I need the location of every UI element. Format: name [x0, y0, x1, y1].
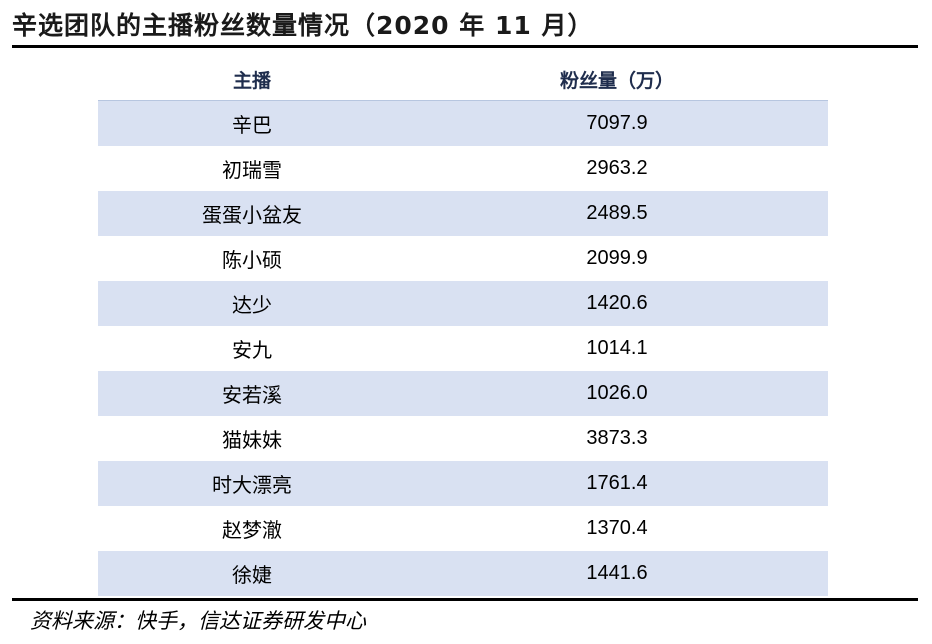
table-row: 辛巴 7097.9	[98, 101, 828, 146]
fans-count: 3873.3	[586, 427, 648, 449]
footer-divider	[12, 598, 918, 601]
table-row: 陈小硕 2099.9	[98, 236, 828, 281]
table-row: 赵梦澈 1370.4	[98, 506, 828, 551]
anchor-name: 达少	[232, 293, 272, 317]
anchor-name: 初瑞雪	[222, 158, 282, 182]
anchor-name: 安若溪	[222, 383, 282, 407]
fans-count: 2099.9	[586, 247, 648, 269]
anchor-name: 猫妹妹	[222, 428, 282, 452]
fans-count: 2963.2	[586, 157, 648, 179]
header-anchor: 主播	[232, 69, 271, 92]
page-title: 辛选团队的主播粉丝数量情况（2020 年 11 月）	[12, 11, 594, 40]
table-row: 时大漂亮 1761.4	[98, 461, 828, 506]
table-row: 初瑞雪 2963.2	[98, 146, 828, 191]
fans-count: 1420.6	[586, 292, 648, 314]
table-header-row: 主播 粉丝量（万）	[98, 58, 828, 101]
table-row: 达少 1420.6	[98, 281, 828, 326]
anchor-name: 安九	[232, 338, 272, 362]
fans-count: 1014.1	[586, 337, 648, 359]
table-row: 安若溪 1026.0	[98, 371, 828, 416]
fans-table: 主播 粉丝量（万） 辛巴 7097.9 初瑞雪 2963.2 蛋蛋小盆友 248…	[98, 58, 828, 596]
fans-count: 1026.0	[586, 382, 648, 404]
table-row: 安九 1014.1	[98, 326, 828, 371]
anchor-name: 徐婕	[232, 563, 272, 587]
fans-count: 2489.5	[586, 202, 648, 224]
table-row: 蛋蛋小盆友 2489.5	[98, 191, 828, 236]
anchor-name: 陈小硕	[222, 248, 282, 272]
fans-count: 7097.9	[586, 112, 648, 134]
anchor-name: 蛋蛋小盆友	[202, 203, 302, 227]
table-row: 徐婕 1441.6	[98, 551, 828, 596]
fans-count: 1370.4	[586, 517, 648, 539]
fans-count: 1761.4	[586, 472, 648, 494]
anchor-name: 时大漂亮	[212, 473, 292, 497]
table-row: 猫妹妹 3873.3	[98, 416, 828, 461]
title-divider	[12, 45, 918, 48]
anchor-name: 辛巴	[232, 113, 272, 137]
anchor-name: 赵梦澈	[222, 518, 282, 542]
header-fans: 粉丝量（万）	[559, 69, 674, 92]
source-note: 资料来源：快手，信达证券研发中心	[30, 609, 366, 633]
fans-count: 1441.6	[586, 562, 648, 584]
